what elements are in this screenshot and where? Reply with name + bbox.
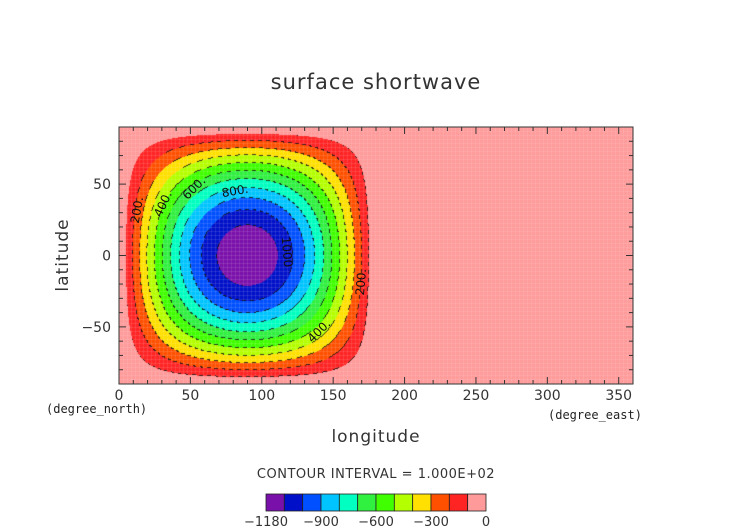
colorbar-swatch: [430, 493, 450, 512]
colorbar-label: −1180: [244, 515, 288, 530]
contour-label: 600.: [180, 174, 209, 203]
colorbar-swatch: [467, 493, 487, 512]
colorbar-swatch: [412, 493, 432, 512]
plot-area: [119, 127, 633, 384]
contour-label: 400.: [151, 189, 175, 219]
colorbar-swatch: [375, 493, 395, 512]
colorbar-label: 0: [482, 515, 490, 530]
x-tick-label: 100: [248, 388, 275, 404]
colorbar-swatch: [320, 493, 340, 512]
x-unit: (degree_east): [548, 408, 642, 422]
x-tick-label: 50: [181, 388, 199, 404]
colorbar-swatch: [283, 493, 304, 512]
x-axis-label: longitude: [331, 427, 421, 447]
contour-field: [119, 127, 633, 384]
x-tick-label: 150: [320, 388, 347, 404]
y-axis-label: latitude: [53, 218, 73, 292]
colorbar-label: −600: [358, 515, 394, 530]
chart-title: surface shortwave: [270, 70, 482, 94]
y-tick-label: 50: [93, 177, 111, 193]
y-tick-label: −50: [81, 320, 111, 336]
x-tick-label: 300: [534, 388, 561, 404]
y-unit: (degree_north): [46, 402, 148, 416]
y-tick-label: 0: [102, 249, 111, 265]
contour-label: 200.: [353, 268, 369, 296]
contour-label: 800.: [221, 182, 250, 200]
x-tick-label: 350: [605, 388, 632, 404]
plot-frame: [118, 126, 634, 385]
contour-label: 400.: [305, 317, 334, 346]
colorbar-swatch: [302, 493, 322, 512]
contour-interval: CONTOUR INTERVAL = 1.000E+02: [256, 467, 496, 482]
contour-label: 1000: [279, 236, 296, 268]
colorbar-swatch: [448, 493, 469, 512]
colorbar-label: −300: [413, 515, 449, 530]
colorbar-swatch: [338, 493, 359, 512]
x-tick-label: 200: [391, 388, 418, 404]
x-tick-label: 250: [463, 388, 490, 404]
x-tick-label: 0: [115, 388, 124, 404]
colorbar-swatch: [357, 493, 377, 512]
colorbar-label: −900: [303, 515, 339, 530]
contour-label: 200.: [128, 196, 146, 225]
colorbar-swatch: [265, 493, 285, 512]
colorbar-swatch: [393, 493, 414, 512]
